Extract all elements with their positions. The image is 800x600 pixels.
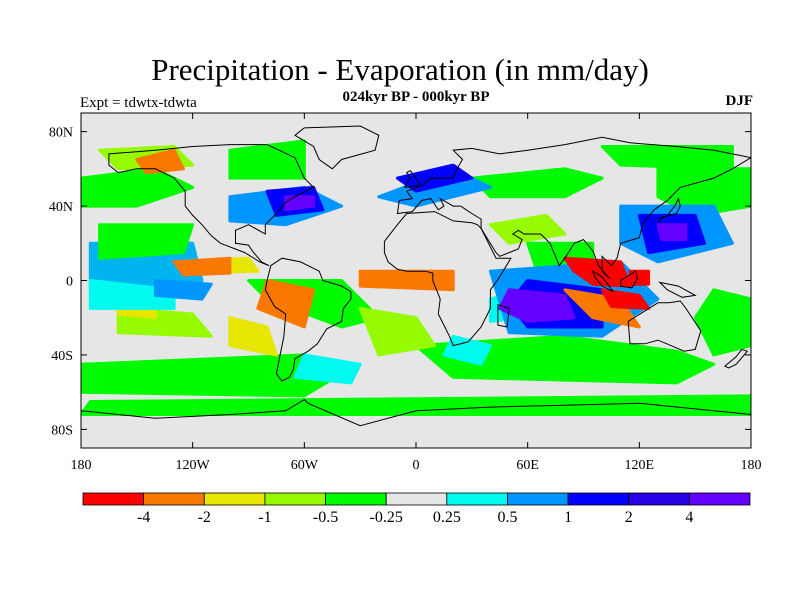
colorbar-label: 1	[564, 509, 572, 526]
lat-tick-label: 80S	[51, 423, 73, 438]
coastline-6	[81, 398, 751, 448]
lon-tick-label: 0	[413, 458, 420, 473]
lat-tick-label: 40S	[51, 349, 73, 364]
field-region-19	[228, 316, 278, 357]
colorbar-swatch-0	[82, 492, 145, 506]
coastline-10	[657, 197, 681, 224]
lon-tick-label: 60E	[516, 458, 539, 473]
colorbar-swatch-3	[264, 492, 326, 506]
coastline-4	[396, 136, 751, 279]
coastline-3	[383, 211, 512, 347]
colorbar-label: 2	[625, 509, 633, 526]
experiment-label: Expt = tdwtx-tdwta	[80, 95, 197, 111]
coastline-9	[658, 281, 697, 298]
field-region-36	[256, 279, 316, 329]
field-region-7	[656, 167, 751, 217]
colorbar-label: 0.5	[497, 509, 517, 526]
field-region-20	[88, 279, 176, 310]
field-region-8	[470, 167, 604, 199]
field-region-4	[693, 288, 751, 357]
season-label: DJF	[725, 93, 754, 109]
colorbar: -4 -2 -1 -0.5 -0.25 0.25 0.5 1 2 4	[82, 492, 751, 526]
field-region-33	[284, 195, 316, 212]
field-region-21	[442, 334, 492, 366]
field-region-22	[293, 353, 362, 385]
lat-tick-label: 40N	[49, 200, 73, 215]
colorbar-swatch-4	[325, 492, 387, 506]
lon-tick-label: 60W	[291, 458, 319, 473]
field-region-3	[81, 394, 751, 416]
colorbar-swatch-2	[203, 492, 266, 506]
field-region-43	[628, 269, 651, 286]
field-region-14	[358, 306, 437, 357]
plot-subtitle: 024kyr BP - 000kyr BP	[342, 89, 490, 105]
colorbar-swatch-5	[385, 492, 448, 506]
lat-tick-label: 80N	[49, 126, 73, 141]
lat-tick-label: 0	[66, 275, 73, 290]
colorbar-swatch-6	[446, 492, 508, 506]
colorbar-swatch-8	[567, 492, 630, 506]
coastline-5	[627, 300, 702, 352]
coastline-11	[403, 170, 421, 189]
field-region-16	[488, 213, 567, 245]
coastline-layer	[81, 125, 751, 448]
colorbar-label: -0.5	[313, 509, 338, 526]
coastline-1	[264, 257, 352, 382]
coastline-8	[620, 270, 639, 289]
field-region-1	[81, 353, 344, 398]
field-region-34	[498, 288, 576, 323]
colorbar-label: -4	[137, 509, 150, 526]
field-region-35	[656, 223, 688, 242]
field-layer	[81, 139, 751, 416]
lon-tick-label: 180	[741, 458, 762, 473]
field-region-37	[172, 256, 232, 277]
coastline-13	[723, 348, 749, 369]
coastline-2	[294, 125, 380, 170]
field-region-9	[98, 223, 195, 260]
field-region-38	[358, 269, 455, 292]
plot-title: Precipitation - Evaporation (in mm/day)	[151, 52, 649, 87]
lon-tick-label: 180	[71, 458, 92, 473]
coastline-7	[591, 270, 614, 293]
colorbar-swatch-7	[507, 492, 569, 506]
colorbar-label: 4	[685, 509, 693, 526]
field-region-41	[563, 256, 632, 288]
field-region-40	[135, 148, 185, 175]
colorbar-label: 0.25	[433, 509, 461, 526]
colorbar-swatch-1	[143, 492, 205, 506]
field-region-39	[563, 288, 641, 329]
lon-tick-label: 120E	[625, 458, 655, 473]
field-region-27	[153, 279, 213, 301]
colorbar-swatch-10	[688, 492, 751, 506]
colorbar-label: -0.25	[370, 509, 403, 526]
coastline-12	[497, 304, 510, 328]
coastline-0	[108, 144, 315, 267]
colorbar-swatch-9	[628, 492, 690, 506]
colorbar-label: -1	[258, 509, 271, 526]
lon-tick-label: 120W	[176, 458, 211, 473]
axis-ticks: 80N 40N 0 40S 80S 180 120W 60W 0 60E 120E 180	[49, 113, 762, 473]
colorbar-label: -2	[198, 509, 211, 526]
